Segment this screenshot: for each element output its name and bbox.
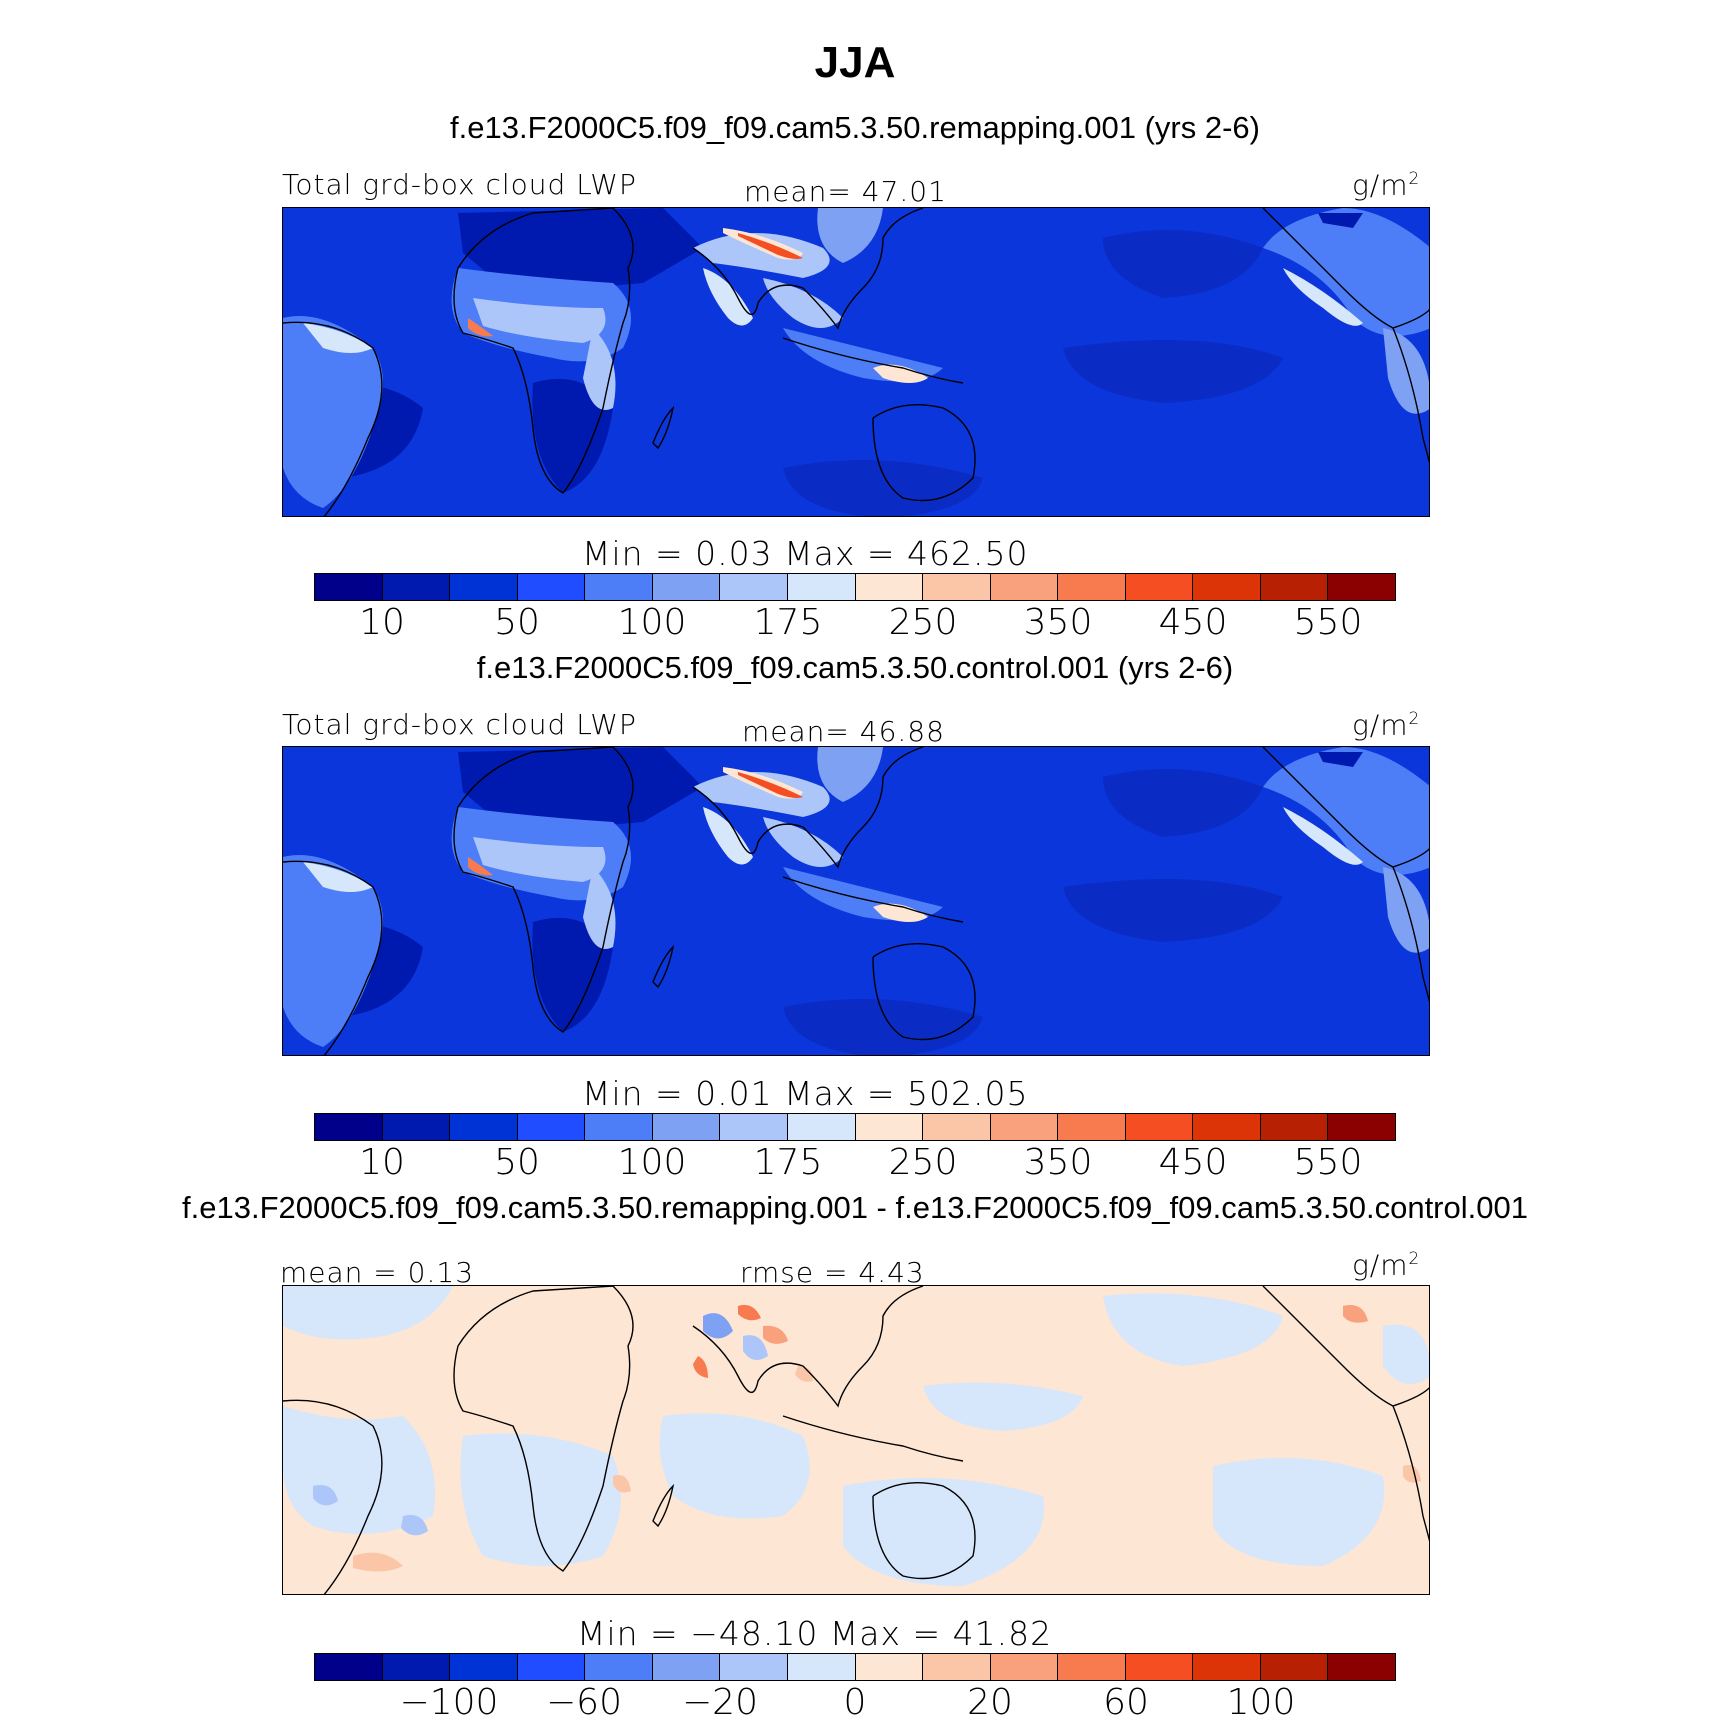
panel-3-map xyxy=(282,1285,1430,1595)
colorbar-swatch xyxy=(923,574,991,600)
colorbar-swatch xyxy=(382,1114,451,1140)
colorbar-swatch xyxy=(1328,574,1395,600)
colorbar-swatch xyxy=(517,1654,586,1680)
panel-1-tick: 100 xyxy=(617,602,687,643)
colorbar-swatch xyxy=(720,1114,788,1140)
panel-2-variable-label: Total grd-box cloud LWP xyxy=(282,708,637,741)
colorbar-swatch xyxy=(315,1114,383,1140)
panel-1-tick: 250 xyxy=(888,602,958,643)
colorbar-swatch xyxy=(923,1114,991,1140)
colorbar-swatch xyxy=(990,1114,1059,1140)
panel-2-tick: 50 xyxy=(494,1142,540,1183)
panel-1-tick: 450 xyxy=(1158,602,1228,643)
panel-1-units: g/m2 xyxy=(1352,168,1421,202)
colorbar-swatch xyxy=(720,1654,788,1680)
panel-3-tick: −60 xyxy=(546,1682,622,1723)
panel-3-units: g/m2 xyxy=(1352,1248,1421,1282)
panel-3-tick: 60 xyxy=(1103,1682,1149,1723)
panel-1-minmax: Min = 0.03 Max = 462.50 xyxy=(582,534,1029,573)
colorbar-swatch xyxy=(1193,1114,1261,1140)
panel-1-map xyxy=(282,207,1430,517)
colorbar-swatch xyxy=(855,1114,924,1140)
panel-1-tick: 175 xyxy=(753,602,823,643)
colorbar-swatch xyxy=(1260,1114,1329,1140)
colorbar-swatch xyxy=(450,574,518,600)
panel-2-tick: 550 xyxy=(1293,1142,1363,1183)
panel-2-units: g/m2 xyxy=(1352,708,1421,742)
colorbar-swatch xyxy=(923,1654,991,1680)
panel-2-mean-label: mean= 46.88 xyxy=(742,715,945,748)
colorbar-swatch xyxy=(720,574,788,600)
panel-2-minmax: Min = 0.01 Max = 502.05 xyxy=(582,1074,1029,1113)
panel-2-tick: 350 xyxy=(1023,1142,1093,1183)
panel-2-tick: 100 xyxy=(617,1142,687,1183)
colorbar-swatch xyxy=(517,574,586,600)
colorbar-swatch xyxy=(382,574,451,600)
colorbar-swatch xyxy=(787,1654,856,1680)
colorbar-swatch xyxy=(450,1654,518,1680)
panel-3-map-svg xyxy=(283,1286,1429,1594)
colorbar-swatch xyxy=(1328,1114,1395,1140)
colorbar-swatch xyxy=(1328,1654,1395,1680)
colorbar-swatch xyxy=(1125,1114,1194,1140)
panel-1-tick: 50 xyxy=(494,602,540,643)
colorbar-swatch xyxy=(652,1654,721,1680)
colorbar-swatch xyxy=(315,1654,383,1680)
panel-1-mean-label: mean= 47.01 xyxy=(744,175,947,208)
panel-3-tick: 100 xyxy=(1226,1682,1296,1723)
panel-3-tick: 0 xyxy=(843,1682,867,1723)
colorbar-swatch xyxy=(1260,574,1329,600)
panel-3-tick: −100 xyxy=(399,1682,499,1723)
colorbar-swatch xyxy=(1058,1114,1126,1140)
colorbar-swatch xyxy=(315,574,383,600)
colorbar-swatch xyxy=(517,1114,586,1140)
colorbar-swatch xyxy=(652,574,721,600)
panel-2-tick: 10 xyxy=(359,1142,405,1183)
panel-3-mean-label: mean = 0.13 xyxy=(280,1256,475,1289)
colorbar-swatch xyxy=(787,574,856,600)
panel-3-colorbar xyxy=(314,1653,1396,1681)
colorbar-swatch xyxy=(1260,1654,1329,1680)
colorbar-swatch xyxy=(990,574,1059,600)
panel-3-minmax: Min = −48.10 Max = 41.82 xyxy=(577,1614,1053,1653)
colorbar-swatch xyxy=(585,1114,653,1140)
panel-1-variable-label: Total grd-box cloud LWP xyxy=(282,168,637,201)
colorbar-swatch xyxy=(1193,1654,1261,1680)
colorbar-swatch xyxy=(652,1114,721,1140)
colorbar-swatch xyxy=(1125,574,1194,600)
panel-3-case-title: f.e13.F2000C5.f09_f09.cam5.3.50.remappin… xyxy=(182,1190,1528,1225)
colorbar-swatch xyxy=(990,1654,1059,1680)
colorbar-swatch xyxy=(787,1114,856,1140)
colorbar-swatch xyxy=(382,1654,451,1680)
panel-2-tick: 450 xyxy=(1158,1142,1228,1183)
figure-title: JJA xyxy=(814,38,896,87)
panel-1-tick: 350 xyxy=(1023,602,1093,643)
colorbar-swatch xyxy=(855,1654,924,1680)
colorbar-swatch xyxy=(585,1654,653,1680)
colorbar-swatch xyxy=(585,574,653,600)
colorbar-swatch xyxy=(1058,574,1126,600)
colorbar-swatch xyxy=(450,1114,518,1140)
panel-1-colorbar xyxy=(314,573,1396,601)
panel-3-tick: 20 xyxy=(967,1682,1013,1723)
panel-1-tick: 10 xyxy=(359,602,405,643)
colorbar-swatch xyxy=(855,574,924,600)
panel-2-case-title: f.e13.F2000C5.f09_f09.cam5.3.50.control.… xyxy=(476,650,1234,685)
panel-2-map-svg xyxy=(283,747,1429,1055)
panel-2-tick: 250 xyxy=(888,1142,958,1183)
panel-3-rmse-label: rmse = 4.43 xyxy=(740,1256,925,1289)
panel-2-map xyxy=(282,746,1430,1056)
colorbar-swatch xyxy=(1125,1654,1194,1680)
panel-1-tick: 550 xyxy=(1293,602,1363,643)
colorbar-swatch xyxy=(1193,574,1261,600)
panel-2-colorbar xyxy=(314,1113,1396,1141)
colorbar-swatch xyxy=(1058,1654,1126,1680)
panel-1-case-title: f.e13.F2000C5.f09_f09.cam5.3.50.remappin… xyxy=(450,110,1260,145)
panel-2-tick: 175 xyxy=(753,1142,823,1183)
panel-1-map-svg xyxy=(283,208,1429,516)
panel-3-tick: −20 xyxy=(682,1682,758,1723)
